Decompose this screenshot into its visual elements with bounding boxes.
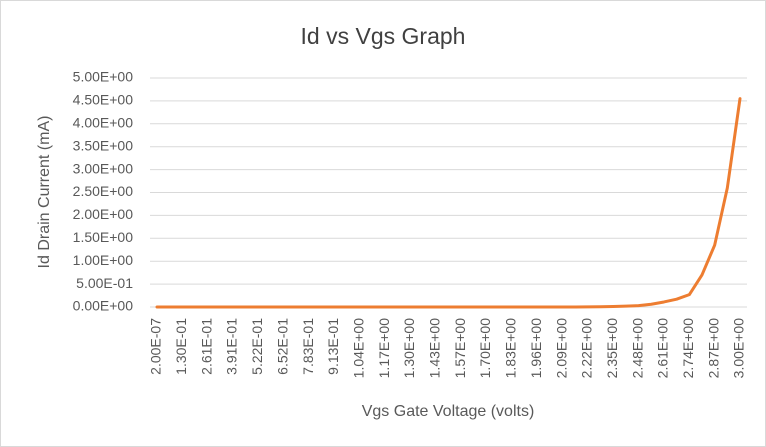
y-tick-label: 0.00E+00 <box>73 298 134 314</box>
x-tick-label: 2.35E+00 <box>604 318 620 379</box>
x-tick-label: 1.43E+00 <box>427 318 443 379</box>
y-tick-label: 3.50E+00 <box>73 137 134 153</box>
x-tick-label: 1.30E+00 <box>401 318 417 379</box>
x-tick-label: 1.96E+00 <box>528 318 544 379</box>
x-tick-label: 1.04E+00 <box>350 318 366 379</box>
chart-title: Id vs Vgs Graph <box>301 23 466 49</box>
y-tick-label: 5.00E+00 <box>73 69 134 85</box>
y-tick-label: 4.00E+00 <box>73 115 134 131</box>
x-tick-label: 1.17E+00 <box>376 318 392 379</box>
y-tick-label: 5.00E-01 <box>76 275 133 291</box>
x-tick-label: 1.57E+00 <box>452 318 468 379</box>
x-tick-label: 2.48E+00 <box>629 318 645 379</box>
x-tick-label: 2.22E+00 <box>579 318 595 379</box>
y-tick-label: 1.00E+00 <box>73 252 134 268</box>
x-tick-label: 6.52E-01 <box>274 318 290 375</box>
x-tick-label: 1.30E-01 <box>173 318 189 375</box>
y-tick-label: 2.00E+00 <box>73 206 134 222</box>
x-tick-label: 2.61E-01 <box>198 318 214 375</box>
x-tick-label: 2.09E+00 <box>553 318 569 379</box>
y-axis-title: Id Drain Current (mA) <box>36 116 53 269</box>
x-tick-label: 2.87E+00 <box>705 318 721 379</box>
y-tick-label: 2.50E+00 <box>73 183 134 199</box>
x-tick-label: 7.83E-01 <box>300 318 316 375</box>
x-tick-label: 2.74E+00 <box>680 318 696 379</box>
y-tick-label: 3.00E+00 <box>73 160 134 176</box>
y-tick-label: 1.50E+00 <box>73 229 134 245</box>
line-series <box>155 97 742 309</box>
x-tick-label: 5.22E-01 <box>249 318 265 375</box>
y-tick-label: 4.50E+00 <box>73 92 134 108</box>
x-tick-label: 3.91E-01 <box>224 318 240 375</box>
x-tick-label: 1.83E+00 <box>503 318 519 379</box>
x-axis-title: Vgs Gate Voltage (volts) <box>362 403 535 420</box>
x-tick-label: 2.00E-07 <box>148 318 164 375</box>
x-tick-label: 9.13E-01 <box>325 318 341 375</box>
x-tick-label: 1.70E+00 <box>477 318 493 379</box>
x-tick-label: 3.00E+00 <box>731 318 747 379</box>
x-tick-label: 2.61E+00 <box>655 318 671 379</box>
